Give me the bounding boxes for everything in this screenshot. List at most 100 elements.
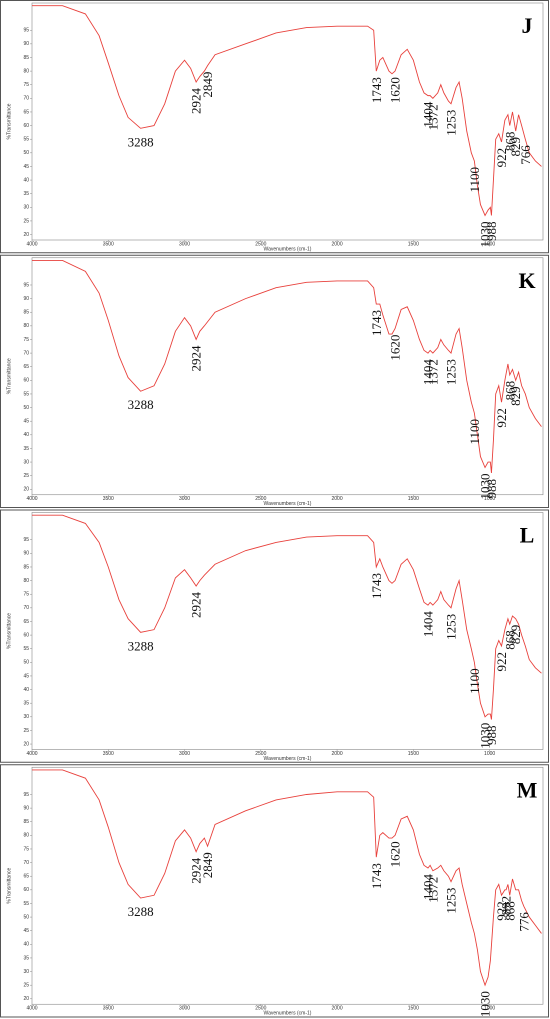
peak-label: 2849	[200, 852, 215, 878]
y-axis-label: %Transmittance	[6, 613, 12, 649]
peak-label: 2849	[200, 72, 215, 98]
peak-label: 1253	[444, 614, 459, 640]
y-tick-label: 50	[23, 405, 29, 411]
y-tick-label: 75	[23, 82, 29, 88]
y-tick-label: 50	[23, 150, 29, 156]
y-tick-label: 30	[23, 969, 29, 975]
y-tick-label: 90	[23, 41, 29, 47]
peak-label: 829	[508, 386, 523, 406]
spectrum-line	[32, 769, 542, 987]
panel-border	[0, 254, 549, 508]
panel-border	[0, 509, 549, 763]
y-tick-label: 20	[23, 741, 29, 747]
y-tick-label: 25	[23, 473, 29, 479]
peak-label: 1372	[425, 359, 440, 385]
x-tick-label: 4000	[26, 751, 37, 757]
panel: 20 25 30 35 40 45 50 55 60 65 70 75 80 85 90 95 4000 3500…	[0, 254, 549, 508]
y-tick-label: 85	[23, 564, 29, 570]
peak-label: 988	[484, 479, 499, 499]
x-tick-label: 4000	[26, 1006, 37, 1012]
spectrum-line	[32, 514, 542, 720]
peak-label: 1620	[388, 77, 403, 103]
x-tick-label: 3000	[179, 496, 190, 502]
y-tick-label: 80	[23, 323, 29, 329]
y-tick-label: 50	[23, 660, 29, 666]
y-tick-label: 90	[23, 805, 29, 811]
x-axis-label: Wavenumbers (cm-1)	[264, 756, 312, 762]
y-tick-label: 45	[23, 164, 29, 170]
panel-letter: L	[520, 523, 535, 548]
y-tick-label: 95	[23, 792, 29, 798]
peak-label: 1404	[420, 101, 435, 128]
x-tick-label: 2000	[332, 751, 343, 757]
x-tick-label: 3000	[179, 751, 190, 757]
x-tick-label: 3500	[103, 751, 114, 757]
x-tick-label: 1500	[408, 1006, 419, 1012]
y-tick-label: 60	[23, 123, 29, 129]
peak-label: 1404	[420, 611, 435, 638]
y-tick-label: 85	[23, 819, 29, 825]
peak-label: 2924	[189, 857, 204, 884]
y-tick-label: 60	[23, 887, 29, 893]
peak-label: 3288	[128, 134, 154, 149]
y-tick-label: 90	[23, 551, 29, 557]
peak-label: 1100	[467, 419, 482, 445]
peak-label: 1743	[369, 310, 384, 336]
peak-label: 1743	[369, 573, 384, 599]
peak-label: 3288	[128, 397, 154, 412]
peak-label: 1100	[467, 167, 482, 193]
y-tick-label: 30	[23, 459, 29, 465]
y-tick-label: 20	[23, 232, 29, 238]
peak-label: 922	[494, 901, 509, 921]
peak-label: 1030	[478, 474, 493, 500]
x-tick-label: 2500	[255, 496, 266, 502]
x-tick-label: 2000	[332, 241, 343, 247]
y-tick-label: 70	[23, 860, 29, 866]
peak-label: 1620	[388, 335, 403, 361]
peak-label: 922	[494, 408, 509, 428]
y-tick-label: 25	[23, 218, 29, 224]
plot-frame	[31, 257, 544, 496]
y-tick-label: 85	[23, 310, 29, 316]
peak-label: 1030	[478, 991, 493, 1017]
y-tick-label: 45	[23, 673, 29, 679]
y-tick-label: 55	[23, 137, 29, 143]
y-tick-label: 65	[23, 109, 29, 115]
x-tick-label: 4000	[26, 241, 37, 247]
x-tick-label: 1000	[484, 496, 495, 502]
x-tick-label: 3500	[103, 241, 114, 247]
panel-border	[0, 764, 549, 1018]
peak-label: 922	[494, 148, 509, 168]
peak-label: 1253	[444, 110, 459, 136]
y-tick-label: 55	[23, 901, 29, 907]
peak-label: 1030	[478, 221, 493, 247]
peak-label: 1743	[369, 77, 384, 103]
peak-label: 3288	[128, 638, 154, 653]
peak-label: 1100	[467, 668, 482, 694]
peak-label: 1253	[444, 888, 459, 914]
y-tick-label: 80	[23, 833, 29, 839]
y-tick-label: 60	[23, 632, 29, 638]
peak-label: 1372	[425, 877, 440, 903]
x-tick-label: 3500	[103, 496, 114, 502]
y-tick-label: 35	[23, 955, 29, 961]
x-tick-label: 4000	[26, 496, 37, 502]
y-tick-label: 65	[23, 364, 29, 370]
peak-label: 1404	[420, 874, 435, 901]
y-tick-label: 70	[23, 605, 29, 611]
y-tick-label: 75	[23, 337, 29, 343]
x-tick-label: 3500	[103, 1006, 114, 1012]
panel-letter: K	[518, 268, 535, 293]
panel: 20 25 30 35 40 45 50 55 60 65 70 75 80 85 90 95 4000 3500…	[0, 0, 549, 254]
y-tick-label: 20	[23, 996, 29, 1002]
y-tick-label: 20	[23, 487, 29, 493]
x-tick-label: 1000	[484, 751, 495, 757]
peak-label: 868	[502, 381, 517, 401]
y-tick-label: 45	[23, 928, 29, 934]
peak-label: 892	[499, 896, 514, 916]
y-tick-label: 25	[23, 983, 29, 989]
x-tick-label: 2000	[332, 496, 343, 502]
peak-label: 1620	[388, 841, 403, 867]
peak-label: 922	[494, 652, 509, 672]
y-tick-label: 65	[23, 619, 29, 625]
